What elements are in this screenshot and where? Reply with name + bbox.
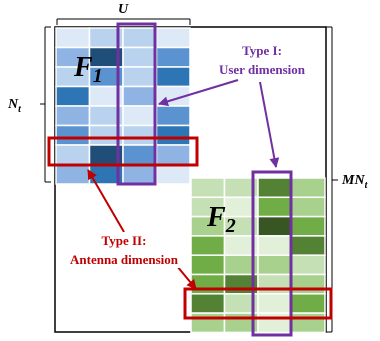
f2-cell: [190, 312, 226, 334]
f2-cell: [257, 312, 293, 334]
f2-cell: [257, 293, 293, 314]
f1-cell: [122, 144, 158, 166]
block-f1-grid: [55, 27, 191, 185]
f1-cell: [122, 124, 158, 146]
f1-cell: [155, 27, 191, 49]
f2-cell: [290, 177, 326, 199]
top-u-bracket: [56, 18, 191, 25]
type2-annotation-line1: Type II:: [102, 233, 147, 248]
f1-cell: [155, 46, 191, 68]
f2-cell: [290, 196, 326, 218]
f2-cell: [190, 293, 226, 314]
f1-cell: [122, 163, 158, 185]
f1-cell: [55, 144, 91, 166]
type2-row-highlight-f2: [183, 287, 333, 320]
f1-cell: [122, 85, 158, 107]
f1-cell: [122, 66, 158, 88]
type2-annotation-bg: [60, 232, 188, 268]
f2-cell: [190, 235, 226, 256]
right-mnt-label: MNt: [341, 173, 369, 191]
f2-cell: [290, 215, 326, 237]
f1-cell: [55, 163, 91, 185]
f2-cell: [290, 312, 326, 334]
f1-cell: [55, 85, 91, 107]
f1-cell: [55, 105, 91, 127]
type2-annotation-line2: Antenna dimension: [70, 252, 179, 267]
f2-cell: [257, 235, 293, 256]
f2-cell: [190, 254, 226, 276]
type1-arrow-to-f1: [158, 79, 239, 107]
type2-row-highlight-f1: [47, 136, 199, 167]
f2-cell: [190, 273, 226, 295]
f1-cell: [122, 105, 158, 127]
f2-cell: [257, 196, 293, 218]
top-u-label: U: [118, 2, 129, 17]
f2-cell: [257, 273, 293, 295]
f1-cell: [155, 105, 191, 127]
f2-cell: [257, 177, 293, 199]
f1-cell: [155, 163, 191, 185]
type1-arrow-to-f2: [259, 81, 280, 168]
f2-cell: [290, 254, 326, 276]
f2-cell: [290, 293, 326, 314]
f1-cell: [155, 124, 191, 146]
type1-column-highlight-f2: [251, 170, 293, 337]
f1-cell: [122, 27, 158, 49]
f1-cell: [122, 46, 158, 68]
f2-cell: [190, 177, 226, 199]
f2-cell: [290, 273, 326, 295]
f1-cell: [55, 27, 91, 49]
type2-arrow-to-f1: [87, 169, 125, 233]
block-f2-label: F2: [206, 202, 236, 237]
f1-cell: [155, 66, 191, 88]
f2-cell: [290, 235, 326, 256]
right-mnt-bracket: [326, 26, 338, 333]
f1-cell: [155, 144, 191, 166]
left-nt-bracket: [40, 26, 51, 183]
f2-cell: [257, 215, 293, 237]
block-f1-label: F1: [73, 52, 103, 87]
type1-annotation-line1: Type I:: [242, 43, 282, 58]
f1-cell: [55, 124, 91, 146]
f2-cell: [257, 254, 293, 276]
left-nt-label: Nt: [7, 97, 22, 115]
type1-annotation-bg: [200, 41, 324, 79]
type1-annotation-line2: User dimension: [219, 62, 306, 77]
type1-column-highlight-f1: [116, 22, 157, 186]
